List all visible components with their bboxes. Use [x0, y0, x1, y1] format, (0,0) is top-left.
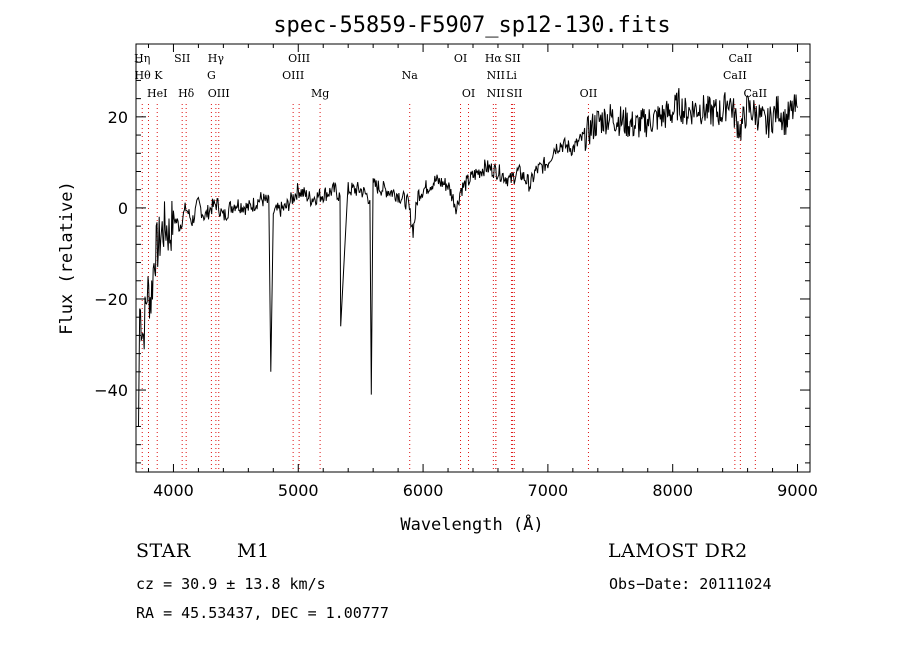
survey-name: LAMOST DR2	[608, 540, 748, 562]
line-marker-label: NII	[487, 87, 505, 100]
line-marker-label: CaII	[723, 69, 747, 82]
line-marker-label: OIII	[208, 87, 230, 100]
x-tick-label: 7000	[528, 481, 569, 500]
line-marker-label: SII	[504, 52, 520, 65]
object-subclass: M1	[237, 540, 270, 562]
y-tick-label: −20	[94, 290, 128, 309]
obs-date-text: Obs−Date: 20111024	[609, 575, 772, 593]
line-marker-label: HeI	[147, 87, 167, 100]
line-marker-label: Hγ	[208, 52, 225, 65]
line-marker-label: G	[207, 69, 216, 82]
line-marker-label: Hα	[485, 52, 503, 65]
spectrum-line	[138, 88, 798, 427]
x-tick-label: 9000	[777, 481, 818, 500]
redshift-text: cz = 30.9 ± 13.8 km/s	[136, 575, 326, 593]
y-axis-label: Flux (relative)	[57, 181, 77, 335]
object-class: STAR	[136, 540, 191, 562]
y-tick-label: 0	[118, 199, 128, 218]
line-marker-label: Hθ K	[135, 69, 164, 82]
line-marker-label: Mg	[311, 87, 329, 100]
line-marker-label: SII	[174, 52, 190, 65]
line-marker-label: Na	[402, 69, 419, 82]
line-marker-label: Hδ	[178, 87, 195, 100]
line-marker-label: CaII	[729, 52, 753, 65]
line-marker-label: CaII	[743, 87, 767, 100]
x-axis-label: Wavelength (Å)	[400, 513, 543, 535]
line-marker-label: Li	[506, 69, 517, 82]
line-marker-label: NII	[487, 69, 505, 82]
x-tick-label: 5000	[278, 481, 319, 500]
line-marker-label: OIII	[282, 69, 304, 82]
line-marker-label: SII	[506, 87, 522, 100]
line-marker-label: Hη	[134, 52, 150, 65]
y-tick-label: 20	[108, 108, 128, 127]
x-axis-ticks: 4000 5000 6000 7000 8000 9000	[147, 44, 818, 500]
coordinates-text: RA = 45.53437, DEC = 1.00777	[136, 604, 389, 622]
line-marker-label: OI	[462, 87, 475, 100]
y-tick-label: −40	[94, 381, 128, 400]
chart-title: spec-55859-F5907_sp12-130.fits	[273, 13, 670, 38]
x-tick-label: 8000	[652, 481, 693, 500]
line-marker-label: OII	[580, 87, 598, 100]
x-tick-label: 4000	[153, 481, 194, 500]
x-tick-label: 6000	[403, 481, 444, 500]
line-marker-label: OIII	[288, 52, 310, 65]
y-axis-ticks: −40 −20 0 20	[94, 61, 810, 464]
line-marker-label: OI	[454, 52, 467, 65]
